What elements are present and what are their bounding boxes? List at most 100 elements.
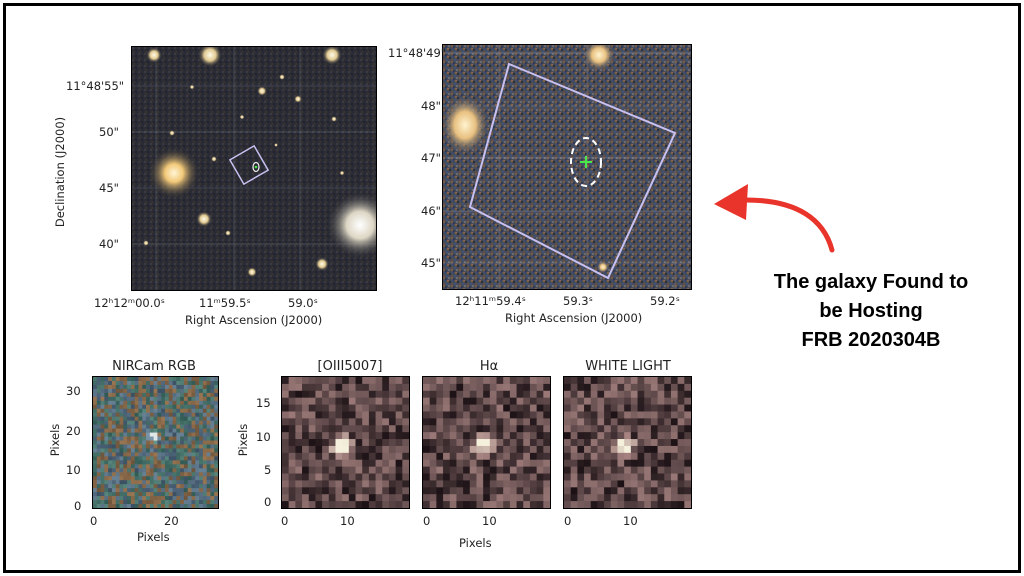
pixel-cell	[597, 480, 605, 488]
pixel-cell	[153, 432, 158, 438]
pixel-cell	[644, 487, 652, 495]
pixel-cell	[142, 424, 147, 430]
pixel-cell	[195, 460, 200, 465]
pixel-cell	[644, 480, 652, 488]
pixel-cell	[617, 383, 625, 392]
pixel-cell	[191, 424, 196, 430]
pixel-cell	[302, 452, 310, 461]
pixel-cell	[570, 487, 578, 495]
pixel-cell	[164, 460, 170, 465]
pixel-cell	[476, 501, 484, 508]
pixel-cell	[590, 397, 599, 406]
pixel-cell	[206, 432, 212, 438]
pixel-cell	[187, 377, 193, 382]
pixel-cell	[368, 418, 377, 426]
pixel-cell	[108, 392, 113, 398]
pixel-cell	[138, 428, 143, 434]
pixel-cell	[382, 501, 390, 508]
pixel-cell	[503, 418, 511, 426]
pixel-cell	[670, 411, 679, 419]
pixel-cell	[328, 494, 337, 502]
pixel-cell	[180, 377, 185, 382]
pixel-cell	[187, 412, 193, 418]
pixel-cell	[93, 432, 98, 438]
pixel-cell	[161, 424, 166, 430]
pixel-cell	[516, 425, 524, 433]
pixel-cell	[161, 464, 166, 469]
pixel-cell	[509, 494, 518, 502]
pixel-cell	[172, 432, 177, 438]
x-axis-label: Pixels	[137, 530, 170, 544]
pixel-cell	[195, 428, 200, 434]
pixel-cell	[100, 452, 105, 457]
pixel-cell	[529, 494, 538, 502]
pixel-cell	[489, 473, 498, 482]
pixel-cell	[570, 383, 578, 392]
pixel-cell	[449, 487, 458, 495]
pixel-cell	[180, 476, 185, 481]
pixel-cell	[111, 452, 117, 457]
pixel-cell	[536, 425, 544, 433]
pixel-cell	[138, 440, 143, 446]
pixel-cell	[146, 464, 151, 469]
pixel-cell	[664, 383, 672, 392]
pixel-cell	[463, 439, 471, 447]
pixel-cell	[388, 397, 397, 406]
pixel-cell	[630, 487, 639, 495]
pixel-cell	[476, 425, 484, 433]
pixel-cell	[96, 428, 102, 434]
pixel-cell	[469, 418, 478, 426]
pixel-cell	[142, 456, 147, 461]
pixel-cell	[195, 408, 200, 414]
pixel-cell	[597, 452, 605, 461]
pixel-cell	[302, 459, 310, 468]
pixel-cell	[382, 411, 390, 419]
pixel-cell	[402, 397, 409, 406]
pixel-cell	[191, 432, 196, 438]
pixel-cell	[191, 416, 196, 422]
pixel-cell	[302, 397, 310, 406]
pixel-cell	[199, 492, 204, 497]
pixel-cell	[308, 383, 317, 392]
pixel-cell	[362, 445, 370, 454]
pixel-cell	[657, 459, 665, 468]
pixel-cell	[214, 436, 218, 442]
pixel-cell	[180, 444, 185, 450]
pixel-cell	[523, 439, 531, 447]
pixel-cell	[199, 400, 204, 406]
pixel-cell	[375, 404, 383, 413]
pixel-cell	[168, 384, 174, 390]
pixel-cell	[153, 472, 158, 477]
pixel-cell	[164, 416, 170, 422]
pixel-cell	[123, 472, 128, 477]
pixel-cell	[597, 411, 605, 419]
pixel-cell	[295, 473, 303, 482]
pixel-cell	[100, 420, 105, 426]
pixel-cell	[670, 459, 679, 468]
pixel-cell	[382, 487, 390, 495]
pixel-cell	[496, 466, 504, 475]
pixel-cell	[187, 392, 193, 398]
pixel-cell	[637, 404, 645, 413]
pixel-cell	[328, 377, 337, 385]
pixel-cell	[335, 501, 343, 508]
pixel-cell	[503, 487, 511, 495]
pixel-cell	[670, 445, 679, 454]
pixel-cell	[134, 476, 140, 481]
pixel-cell	[590, 459, 599, 468]
pixel-cell	[315, 452, 323, 461]
pixel-cell	[206, 480, 212, 485]
pixel-cell	[564, 418, 572, 426]
pixel-cell	[202, 384, 208, 390]
y-tick: 30	[66, 384, 81, 398]
pixel-cell	[153, 480, 158, 485]
pixel-cell	[402, 445, 409, 454]
pixel-cell	[93, 400, 98, 406]
pixel-cell	[650, 390, 659, 399]
pixel-cell	[100, 476, 105, 481]
pixel-cell	[456, 425, 464, 433]
pixel-cell	[577, 480, 585, 488]
pixel-cell	[127, 377, 132, 382]
pixel-cell	[146, 484, 151, 489]
pixel-cell	[180, 388, 185, 394]
